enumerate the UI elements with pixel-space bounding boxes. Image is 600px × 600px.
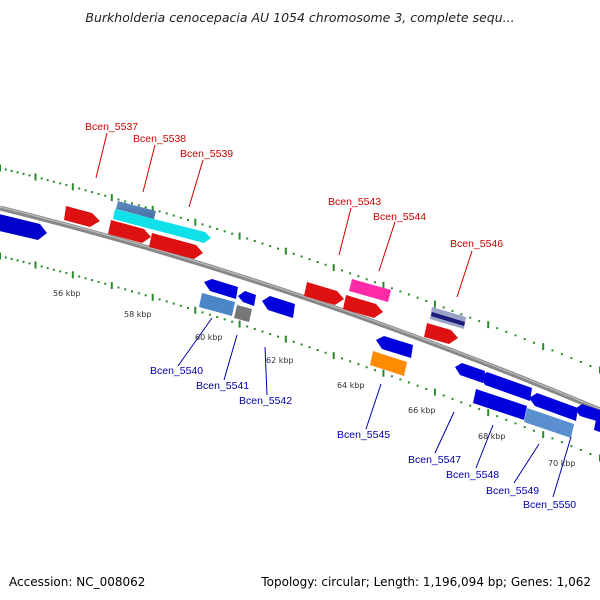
gene-arrow-bcen-5545-blue[interactable]: [376, 336, 413, 358]
label-bcen-5540[interactable]: Bcen_5540: [150, 365, 203, 377]
label-bcen-5548[interactable]: Bcen_5548: [446, 469, 499, 481]
inner-scale-track: [0, 252, 600, 462]
leader-bcen-5545: [365, 383, 382, 430]
label-bcen-5549[interactable]: Bcen_5549: [486, 485, 539, 497]
gene-arrow-bcen-5546-dark[interactable]: [431, 312, 465, 326]
label-bcen-5545[interactable]: Bcen_5545: [337, 429, 390, 441]
gene-arrow-bcen-5539[interactable]: [149, 233, 203, 259]
gene-arrow-bcen-5545[interactable]: [370, 351, 407, 376]
leader-bcen-5542: [264, 346, 268, 396]
forward-gene-labels: Bcen_5537 Bcen_5538 Bcen_5539 Bcen_5543 …: [85, 121, 503, 298]
leader-bcen-5549: [513, 443, 540, 484]
reverse-gene-labels: Bcen_5540 Bcen_5541 Bcen_5542 Bcen_5545 …: [150, 317, 576, 511]
label-bcen-5539[interactable]: Bcen_5539: [180, 148, 233, 160]
label-bcen-5537[interactable]: Bcen_5537: [85, 121, 138, 133]
chromosome-backbone: [0, 205, 600, 413]
sequence-title: Burkholderia cenocepacia AU 1054 chromos…: [85, 10, 515, 25]
leader-bcen-5550: [552, 436, 572, 498]
leader-bcen-5548: [475, 424, 494, 469]
label-bcen-5546[interactable]: Bcen_5546: [450, 238, 503, 250]
gene-arrow-bcen-5542[interactable]: [262, 296, 295, 318]
scale-label-68: 68 kbp: [478, 432, 506, 441]
leader-bcen-5540: [177, 317, 213, 367]
gene-arrow-bcen-5544b[interactable]: [343, 295, 383, 318]
leader-bcen-5547: [434, 411, 455, 454]
leader-bcen-5546: [456, 250, 473, 298]
scale-label-56: 56 kbp: [53, 289, 81, 298]
leader-bcen-5538: [142, 144, 156, 193]
gene-arrow-bcen-5548[interactable]: [473, 389, 527, 420]
gene-arrow-bcen-5549[interactable]: [529, 393, 578, 421]
forward-strand-genes: [0, 201, 466, 344]
gene-arrow-bcen-5547[interactable]: [480, 372, 532, 401]
leader-bcen-5544: [378, 221, 396, 272]
gene-arrow-bcen-5540-small[interactable]: [238, 291, 256, 306]
gene-arrow-bcen-5550[interactable]: [575, 404, 600, 422]
label-bcen-5547[interactable]: Bcen_5547: [408, 454, 461, 466]
chromosome-backbone-highlight: [0, 206, 600, 410]
gene-arrow-bcen-5549-b[interactable]: [524, 408, 574, 438]
gene-arrow-bcen-5547-a[interactable]: [455, 363, 485, 383]
gene-arrow-right-edge[interactable]: [594, 419, 600, 432]
leader-bcen-5539: [188, 159, 204, 208]
label-bcen-5544[interactable]: Bcen_5544: [373, 211, 426, 223]
topology-summary: Topology: circular; Length: 1,196,094 bp…: [261, 575, 591, 589]
scale-label-60: 60 kbp: [195, 333, 223, 342]
label-bcen-5542[interactable]: Bcen_5542: [239, 395, 292, 407]
scale-label-66: 66 kbp: [408, 406, 436, 415]
leader-bcen-5543: [338, 207, 352, 256]
scale-label-64: 64 kbp: [337, 381, 365, 390]
gene-arrow-bcen-5546[interactable]: [424, 323, 458, 344]
gene-arrow-bcen-5541[interactable]: [234, 305, 252, 322]
label-bcen-5538[interactable]: Bcen_5538: [133, 133, 186, 145]
gene-arrow-bcen-5540-blue[interactable]: [204, 279, 238, 299]
gene-arrow-bcen-5544[interactable]: [349, 279, 391, 302]
label-bcen-5541[interactable]: Bcen_5541: [196, 380, 249, 392]
gene-arrow-bcen-5543[interactable]: [304, 282, 344, 305]
gene-arrow-bcen-5540[interactable]: [199, 293, 235, 316]
gene-arrow-bcen-5537[interactable]: [64, 206, 100, 227]
label-bcen-5550[interactable]: Bcen_5550: [523, 499, 576, 511]
scale-label-70: 70 kbp: [548, 459, 576, 468]
scale-label-62: 62 kbp: [266, 356, 294, 365]
outer-scale-track: [0, 164, 600, 374]
accession-text: Accession: NC_008062: [9, 575, 146, 589]
scale-label-58: 58 kbp: [124, 310, 152, 319]
leader-bcen-5541: [223, 334, 238, 381]
scale-labels: 56 kbp 58 kbp 60 kbp 62 kbp 64 kbp 66 kb…: [53, 289, 576, 468]
gene-arrow-bcen-5538[interactable]: [113, 209, 211, 243]
label-bcen-5543[interactable]: Bcen_5543: [328, 196, 381, 208]
gene-arrow-left-blue[interactable]: [0, 213, 47, 240]
gene-arrow-bcen-5538-shade[interactable]: [116, 201, 156, 219]
leader-bcen-5537: [95, 132, 108, 179]
reverse-strand-genes: [199, 279, 600, 438]
gene-arrow-bcen-5539a[interactable]: [108, 220, 151, 243]
